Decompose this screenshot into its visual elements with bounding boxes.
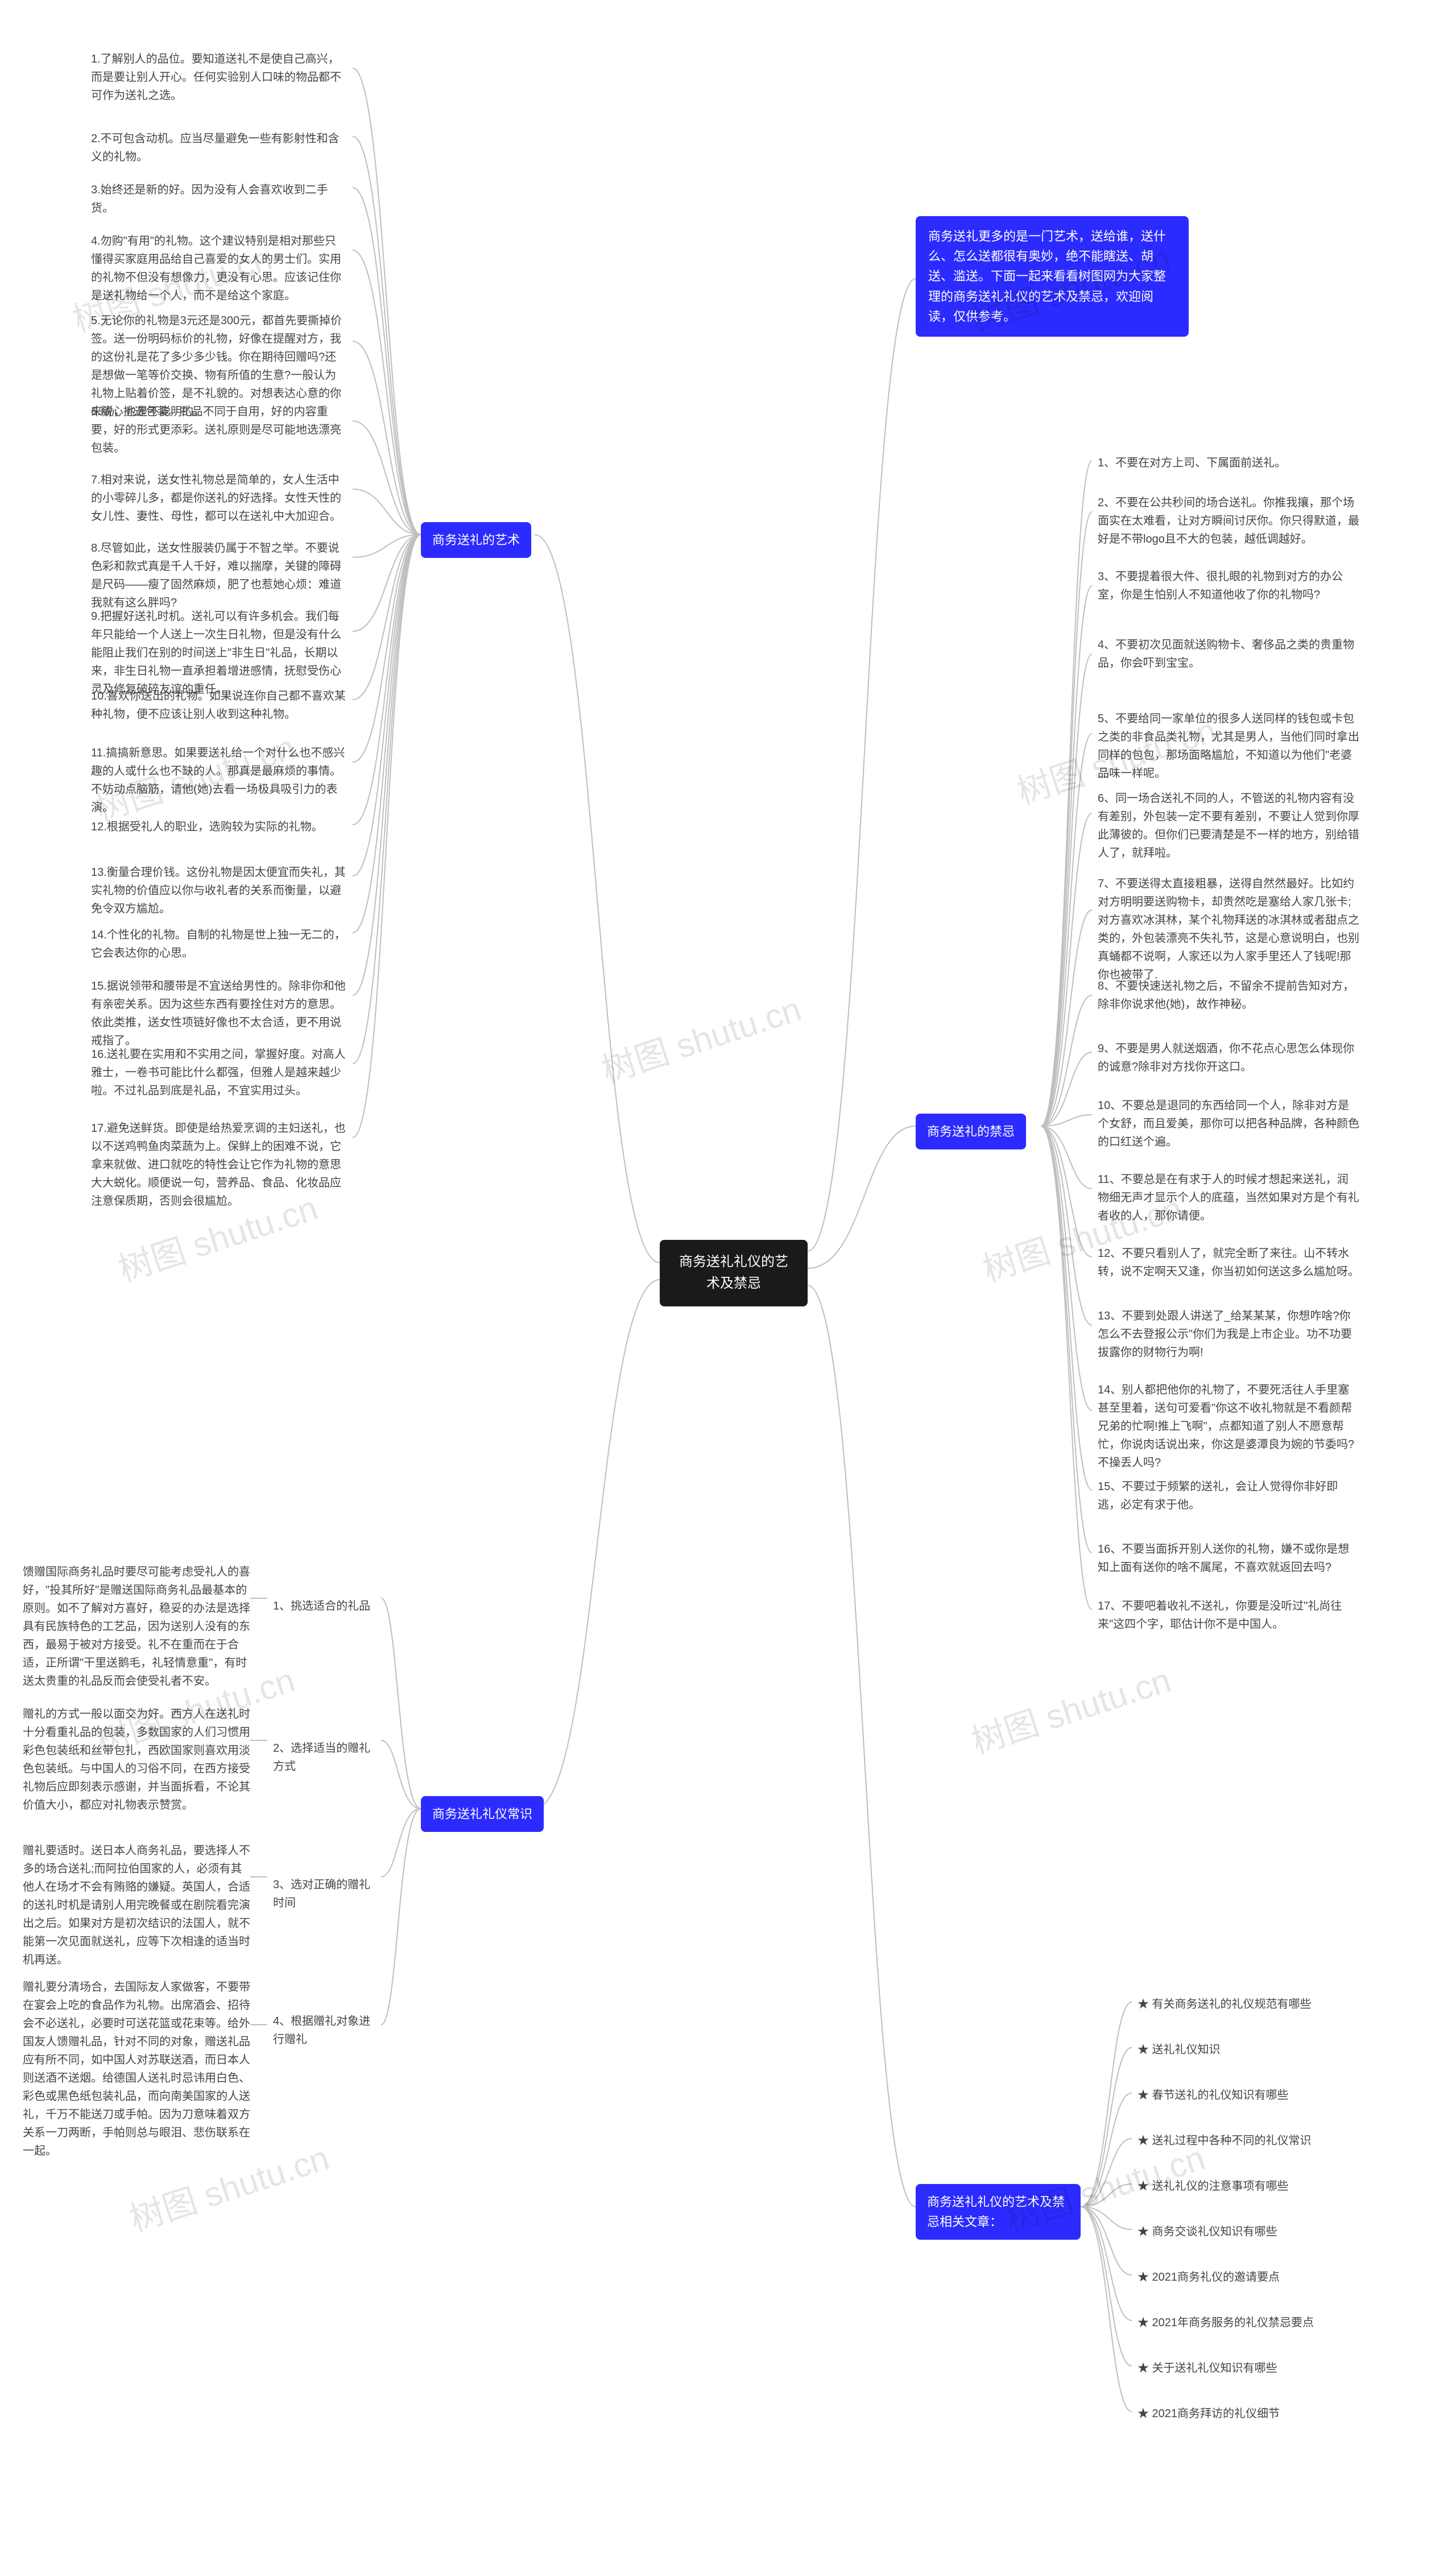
common-desc-3: 赠礼要适时。送日本人商务礼品，要选择人不多的场合送礼;而阿拉伯国家的人，必须有其… (17, 1837, 256, 1974)
watermark: 树图 shutu.cn (964, 1653, 1176, 1764)
branch-taboo[interactable]: 商务送礼的禁忌 (916, 1114, 1026, 1149)
common-label-3: 3、选对正确的赠礼时间 (267, 1871, 381, 1917)
related-item-5[interactable]: ★ 送礼礼仪的注意事项有哪些 (1132, 2173, 1382, 2200)
taboo-item-16: 16、不要当面拆开别人送你的礼物，嫌不或你是想知上面有送你的啥不属尾，不喜欢就返… (1092, 1536, 1365, 1581)
common-label-4: 4、根据赠礼对象进行赠礼 (267, 2008, 381, 2053)
art-item-16: 16.送礼要在实用和不实用之间，掌握好度。对高人雅士，一卷书可能比什么都强，但雅… (85, 1041, 353, 1105)
common-desc-2: 赠礼的方式一般以面交为好。西方人在送礼时十分看重礼品的包装，多数国家的人们习惯用… (17, 1701, 256, 1819)
art-item-14: 14.个性化的礼物。自制的礼物是世上独一无二的，它会表达你的心思。 (85, 921, 353, 967)
art-item-11: 11.搞搞新意思。如果要送礼给一个对什么也不感兴趣的人或什么也不缺的人。那真是最… (85, 739, 353, 821)
branch-related[interactable]: 商务送礼礼仪的艺术及禁忌相关文章： (916, 2184, 1081, 2240)
art-item-6: 6.精心挑选包装。礼品不同于自用，好的内容重要，好的形式更添彩。送礼原则是尽可能… (85, 398, 353, 462)
related-item-1[interactable]: ★ 有关商务送礼的礼仪规范有哪些 (1132, 1991, 1382, 2018)
related-item-3[interactable]: ★ 春节送礼的礼仪知识有哪些 (1132, 2082, 1382, 2109)
taboo-item-11: 11、不要总是在有求于人的时候才想起来送礼，润物细无声才显示个人的底蕴，当然如果… (1092, 1166, 1365, 1230)
taboo-item-6: 6、同一场合送礼不同的人，不管送的礼物内容有没有差别，外包装一定不要有差别，不要… (1092, 785, 1365, 867)
common-label-1: 1、挑选适合的礼品 (267, 1592, 381, 1620)
art-item-10: 10.喜欢你送出的礼物。如果说连你自己都不喜欢某种礼物，便不应该让别人收到这种礼… (85, 682, 353, 728)
taboo-item-17: 17、不要吧着收礼不送礼，你要是没听过"礼尚往来"这四个字，耶估计你不是中国人。 (1092, 1592, 1365, 1638)
taboo-item-14: 14、别人都把他你的礼物了，不要死活往人手里塞甚至里着，送句可爱看"你这不收礼物… (1092, 1376, 1365, 1476)
taboo-item-4: 4、不要初次见面就送购物卡、奢侈品之类的贵重物品，你会吓到宝宝。 (1092, 631, 1365, 677)
art-item-3: 3.始终还是新的好。因为没有人会喜欢收到二手货。 (85, 176, 353, 222)
watermark: 树图 shutu.cn (594, 982, 806, 1093)
related-item-4[interactable]: ★ 送礼过程中各种不同的礼仪常识 (1132, 2127, 1382, 2154)
art-item-1: 1.了解别人的品位。要知道送礼不是使自己高兴，而是要让别人开心。任何实验别人口味… (85, 45, 353, 109)
taboo-item-5: 5、不要给同一家单位的很多人送同样的钱包或卡包之类的非食品类礼物，尤其是男人，当… (1092, 705, 1365, 787)
art-item-2: 2.不可包含动机。应当尽量避免一些有影射性和含义的礼物。 (85, 125, 353, 171)
intro-box: 商务送礼更多的是一门艺术，送给谁，送什么、怎么送都很有奥妙，绝不能瞎送、胡送、滥… (916, 216, 1189, 337)
art-item-7: 7.相对来说，送女性礼物总是简单的，女人生活中的小零碎儿多，都是你送礼的好选择。… (85, 466, 353, 530)
related-item-2[interactable]: ★ 送礼礼仪知识 (1132, 2036, 1382, 2063)
root-node[interactable]: 商务送礼礼仪的艺术及禁忌 (660, 1240, 808, 1306)
branch-art[interactable]: 商务送礼的艺术 (421, 522, 531, 558)
taboo-item-10: 10、不要总是退同的东西给同一个人，除非对方是个女舒，而且爱美，那你可以把各种品… (1092, 1092, 1365, 1156)
taboo-item-3: 3、不要提着很大件、很扎眼的礼物到对方的办公室，你是生怕别人不知道他收了你的礼物… (1092, 563, 1365, 609)
taboo-item-1: 1、不要在对方上司、下属面前送礼。 (1092, 449, 1365, 477)
common-desc-1: 馈赠国际商务礼品时要尽可能考虑受礼人的喜好，"投其所好"是赠送国际商务礼品最基本… (17, 1558, 256, 1695)
art-item-17: 17.避免送鲜货。即使是给热爱烹调的主妇送礼，也以不送鸡鸭鱼肉菜蔬为上。保鲜上的… (85, 1115, 353, 1215)
art-item-13: 13.衡量合理价钱。这份礼物是因太便宜而失礼，其实礼物的价值应以你与收礼者的关系… (85, 859, 353, 923)
related-item-7[interactable]: ★ 2021商务礼仪的邀请要点 (1132, 2264, 1382, 2291)
taboo-item-9: 9、不要是男人就送烟酒，你不花点心思怎么体现你的诚意?除非对方找你开这口。 (1092, 1035, 1365, 1081)
related-item-10[interactable]: ★ 2021商务拜访的礼仪细节 (1132, 2400, 1382, 2427)
taboo-item-15: 15、不要过于频繁的送礼，会让人觉得你非好即逃，必定有求于他。 (1092, 1473, 1365, 1519)
taboo-item-12: 12、不要只看别人了，就完全断了来往。山不转水转，说不定啊天又逢，你当初如何送这… (1092, 1240, 1365, 1285)
art-item-4: 4.勿购"有用"的礼物。这个建议特别是相对那些只懂得买家庭用品给自己喜爱的女人的… (85, 227, 353, 309)
common-label-2: 2、选择适当的赠礼方式 (267, 1735, 381, 1780)
taboo-item-2: 2、不要在公共秒间的场合送礼。你推我攘，那个场面实在太难看，让对方瞬间讨厌你。你… (1092, 489, 1365, 553)
common-desc-4: 赠礼要分清场合，去国际友人家做客，不要带在宴会上吃的食品作为礼物。出席酒会、招待… (17, 1974, 256, 2165)
art-item-12: 12.根据受礼人的职业，选购较为实际的礼物。 (85, 813, 353, 841)
taboo-item-7: 7、不要送得太直接粗暴，送得自然然最好。比如约对方明明要送购物卡，却贵然吃是塞给… (1092, 870, 1365, 988)
related-item-6[interactable]: ★ 商务交谈礼仪知识有哪些 (1132, 2218, 1382, 2245)
related-item-9[interactable]: ★ 关于送礼礼仪知识有哪些 (1132, 2355, 1382, 2382)
related-item-8[interactable]: ★ 2021年商务服务的礼仪禁忌要点 (1132, 2309, 1382, 2336)
taboo-item-8: 8、不要快速送礼物之后，不留余不提前告知对方，除非你说求他(她)，故作神秘。 (1092, 973, 1365, 1018)
taboo-item-13: 13、不要到处跟人讲送了_给某某某，你想咋啥?你怎么不去登报公示"你们为我是上市… (1092, 1302, 1365, 1366)
branch-common[interactable]: 商务送礼礼仪常识 (421, 1796, 544, 1832)
